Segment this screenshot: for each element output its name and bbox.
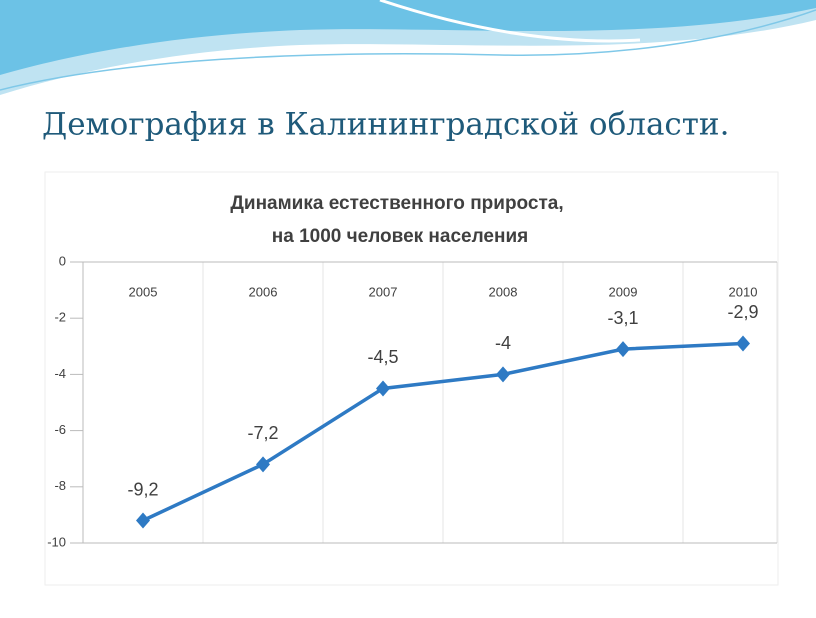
marker — [376, 380, 390, 397]
chart-title: Динамика естественного прироста, — [230, 193, 563, 214]
line — [142, 341, 744, 523]
data-label: -7,2 — [247, 423, 278, 443]
chart-subtitle: на 1000 человек населения — [272, 226, 528, 247]
y-tick-label: -2 — [54, 310, 66, 325]
y-tick-label: -8 — [54, 478, 66, 493]
data-label: -4,5 — [367, 347, 398, 367]
data-label: -9,2 — [127, 479, 158, 499]
data-label: -3,1 — [607, 308, 638, 328]
header-line — [379, 0, 641, 43]
y-tick-label: -10 — [47, 534, 66, 549]
data-label: -2,9 — [727, 302, 758, 322]
header-line — [0, 9, 816, 91]
marker — [256, 456, 270, 473]
x-tick-label: 2006 — [249, 284, 278, 299]
y-tick-label: 0 — [59, 253, 66, 268]
x-tick-label: 2010 — [729, 284, 758, 299]
marker — [136, 512, 150, 529]
marker — [736, 335, 750, 352]
marker — [496, 366, 510, 383]
y-tick-label: -6 — [54, 422, 66, 437]
data-label: -4 — [495, 333, 511, 353]
x-tick-label: 2007 — [369, 284, 398, 299]
x-tick-label: 2008 — [489, 284, 518, 299]
chart-area — [44, 171, 779, 586]
slide-title: Демография в Калининградской области. — [42, 107, 729, 143]
marker — [616, 341, 630, 358]
x-tick-label: 2009 — [609, 284, 638, 299]
header-wave — [0, 0, 816, 75]
y-tick-label: -4 — [54, 366, 66, 381]
x-tick-label: 2005 — [129, 284, 158, 299]
